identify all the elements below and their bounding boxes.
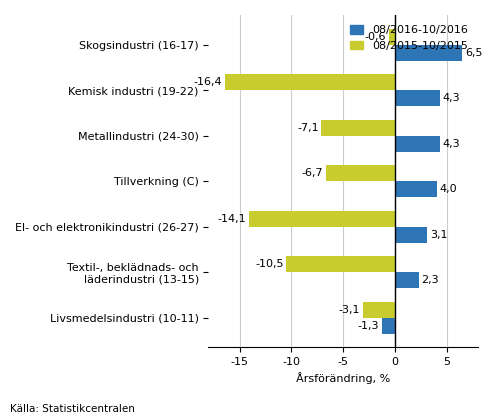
Text: 3,1: 3,1 bbox=[430, 230, 447, 240]
Text: -1,3: -1,3 bbox=[357, 321, 379, 331]
Bar bbox=[395, 136, 440, 151]
Legend: 08/2016-10/2016, 08/2015-10/2015: 08/2016-10/2016, 08/2015-10/2015 bbox=[346, 20, 472, 55]
Text: -14,1: -14,1 bbox=[218, 214, 246, 224]
Text: -7,1: -7,1 bbox=[297, 123, 319, 133]
Bar bbox=[321, 120, 395, 136]
Text: 4,0: 4,0 bbox=[439, 184, 457, 194]
X-axis label: Årsförändring, %: Årsförändring, % bbox=[296, 372, 390, 384]
Bar bbox=[389, 29, 395, 45]
Bar bbox=[395, 227, 427, 243]
Text: Källa: Statistikcentralen: Källa: Statistikcentralen bbox=[10, 404, 135, 414]
Text: 4,3: 4,3 bbox=[442, 93, 460, 103]
Text: -6,7: -6,7 bbox=[301, 168, 323, 178]
Bar bbox=[395, 45, 462, 60]
Text: -3,1: -3,1 bbox=[339, 305, 360, 314]
Bar bbox=[286, 256, 395, 272]
Text: -16,4: -16,4 bbox=[194, 77, 222, 87]
Bar bbox=[395, 272, 419, 288]
Text: 4,3: 4,3 bbox=[442, 139, 460, 149]
Bar bbox=[395, 90, 440, 106]
Text: -0,6: -0,6 bbox=[365, 32, 386, 42]
Text: 2,3: 2,3 bbox=[422, 275, 439, 285]
Bar bbox=[382, 317, 395, 334]
Text: 6,5: 6,5 bbox=[465, 47, 483, 57]
Bar bbox=[225, 74, 395, 90]
Bar bbox=[395, 181, 436, 197]
Text: -10,5: -10,5 bbox=[255, 259, 283, 269]
Bar bbox=[249, 210, 395, 227]
Bar bbox=[325, 165, 395, 181]
Bar bbox=[363, 302, 395, 317]
